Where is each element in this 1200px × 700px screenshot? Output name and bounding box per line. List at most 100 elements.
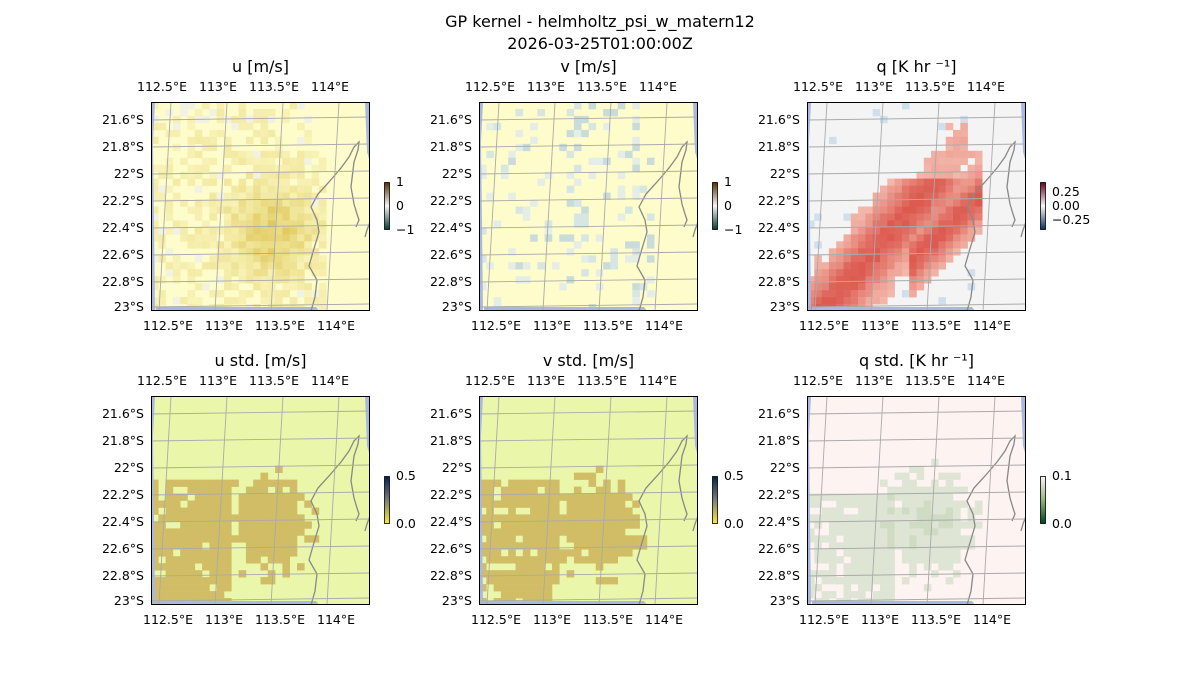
heatmap-cell — [289, 500, 298, 508]
heatmap-cell — [945, 136, 954, 145]
heatmap-cell — [311, 171, 320, 179]
heatmap-cell — [872, 591, 881, 599]
heatmap-cell — [224, 227, 232, 235]
heatmap-cell — [479, 171, 487, 179]
heatmap-cell — [923, 234, 932, 242]
heatmap-cell — [158, 563, 166, 571]
heatmap-cell — [887, 549, 895, 557]
heatmap-cell — [304, 535, 312, 543]
heatmap-cell — [172, 178, 181, 186]
heatmap-cell — [967, 199, 976, 207]
heatmap-cell — [872, 514, 881, 522]
heatmap-cell — [297, 493, 305, 501]
heatmap-cell — [850, 535, 859, 543]
heatmap-cell — [894, 514, 903, 522]
heatmap-cell — [304, 178, 312, 186]
heatmap-cell — [581, 220, 589, 228]
heatmap-cell — [260, 486, 269, 494]
heatmap-cell — [202, 556, 210, 564]
heatmap-cell — [858, 514, 866, 522]
heatmap-cell — [158, 500, 166, 508]
heatmap-cell — [953, 248, 961, 256]
heatmap-cell — [522, 143, 531, 152]
heatmap-cell — [187, 297, 196, 305]
heatmap-cell — [931, 255, 939, 263]
heatmap-cell — [916, 493, 925, 501]
heatmap-cell — [909, 213, 917, 221]
heatmap-cell — [245, 276, 254, 284]
heatmap-cell — [508, 535, 516, 543]
heatmap-cell — [493, 556, 502, 564]
heatmap-cell — [836, 577, 844, 585]
heatmap-cell — [581, 528, 589, 536]
heatmap-cell — [887, 213, 895, 221]
gridline — [807, 170, 1026, 175]
heatmap-cell — [238, 297, 247, 305]
heatmap-cell — [282, 199, 290, 207]
heatmap-cell — [530, 570, 538, 578]
lat-tick-label: 22.8°S — [429, 274, 472, 289]
heatmap-cell — [275, 199, 283, 207]
heatmap-cell — [158, 514, 166, 522]
heatmap-cell — [887, 563, 895, 571]
heatmap-cell — [297, 528, 305, 536]
heatmap-cell — [938, 157, 946, 165]
heatmap-cell — [165, 171, 174, 179]
heatmap-cell — [610, 109, 618, 117]
heatmap-cell — [938, 528, 946, 536]
heatmap-cell — [297, 136, 305, 145]
heatmap-cell — [253, 500, 261, 508]
lon-tick-label-bottom: 114°E — [972, 318, 1012, 333]
heatmap-cell — [916, 542, 925, 550]
heatmap-cell — [275, 213, 283, 221]
heatmap-cell — [814, 269, 822, 277]
heatmap-cell — [872, 262, 881, 270]
heatmap-cell — [865, 234, 873, 242]
heatmap-cell — [887, 521, 895, 529]
heatmap-cell — [522, 262, 531, 270]
heatmap-cell — [275, 185, 283, 193]
heatmap-cell — [202, 199, 210, 207]
lat-tick-label: 22.6°S — [101, 541, 144, 556]
heatmap-cell — [909, 199, 917, 207]
gridline — [479, 278, 698, 283]
heatmap-cell — [297, 178, 305, 186]
heatmap-cell — [260, 129, 269, 138]
lon-tick-label-bottom: 114°E — [644, 318, 684, 333]
heatmap-cell — [253, 479, 261, 487]
heatmap-cell — [938, 542, 946, 550]
heatmap-cell — [887, 584, 895, 592]
heatmap-cell — [267, 234, 276, 242]
heatmap-cell — [909, 234, 917, 242]
heatmap-cell — [253, 283, 261, 291]
heatmap-cell — [479, 549, 487, 557]
heatmap-cell — [500, 570, 509, 578]
heatmap-cell — [887, 178, 895, 186]
heatmap-cell — [894, 220, 903, 228]
heatmap-cell — [282, 535, 290, 543]
heatmap-cell — [858, 535, 866, 543]
colorbar-tick-label: 0.00 — [1052, 198, 1080, 213]
heatmap-cell — [617, 514, 626, 522]
heatmap-cell — [552, 528, 560, 536]
heatmap-cell — [311, 220, 320, 228]
heatmap-cell — [202, 283, 210, 291]
gridline — [151, 464, 370, 469]
heatmap-cell — [238, 178, 247, 186]
heatmap-cell — [253, 220, 261, 228]
heatmap-cell — [304, 283, 312, 291]
gridline — [982, 102, 996, 311]
gridline — [807, 251, 1026, 256]
heatmap-cell — [850, 521, 859, 529]
heatmap-cell — [632, 521, 640, 529]
heatmap-cell — [858, 206, 866, 214]
heatmap-cell — [850, 297, 859, 305]
heatmap-cell — [267, 213, 276, 221]
heatmap-cell — [165, 486, 174, 494]
heatmap-cell — [901, 472, 910, 480]
gridline — [151, 197, 370, 202]
heatmap-cell — [588, 479, 597, 487]
heatmap-cell — [202, 136, 210, 145]
lon-tick-label-top: 113°E — [526, 373, 566, 388]
heatmap-cell — [581, 514, 589, 522]
